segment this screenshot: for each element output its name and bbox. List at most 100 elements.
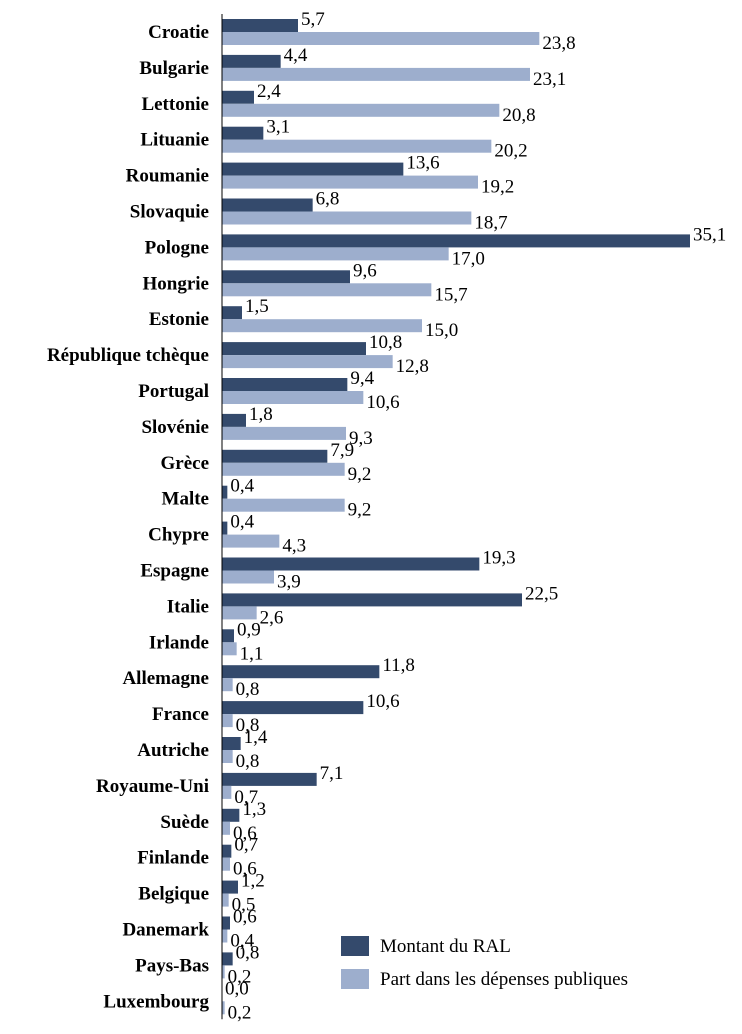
- category-label-croatie: Croatie: [148, 22, 209, 43]
- bar-ral-hongrie: [222, 270, 350, 284]
- value-label-part-lettonie: 20,8: [502, 105, 535, 126]
- bar-part-italie: [222, 606, 257, 620]
- bar-part-grece: [222, 462, 345, 476]
- value-label-ral-autriche: 1,4: [244, 727, 268, 748]
- category-label-espagne: Espagne: [140, 561, 209, 582]
- bar-part-chypre: [222, 534, 280, 548]
- bar-ral-italie: [222, 593, 522, 607]
- bar-ral-republique-tcheque: [222, 342, 366, 356]
- bar-ral-danemark: [222, 916, 230, 930]
- value-label-ral-france: 10,6: [366, 691, 399, 712]
- bar-part-finlande: [222, 857, 230, 871]
- value-label-part-republique-tcheque: 12,8: [396, 356, 429, 377]
- value-label-part-pays-bas: 0,2: [228, 966, 252, 987]
- bar-part-roumanie: [222, 175, 478, 189]
- value-label-ral-estonie: 1,5: [245, 296, 269, 317]
- bar-ral-autriche: [222, 737, 241, 750]
- category-label-malte: Malte: [162, 489, 209, 510]
- value-label-ral-espagne: 19,3: [482, 548, 515, 569]
- value-label-ral-royaume-uni: 7,1: [320, 763, 344, 784]
- value-label-ral-finlande: 0,7: [234, 835, 258, 856]
- category-label-estonie: Estonie: [149, 309, 209, 330]
- category-label-slovaquie: Slovaquie: [130, 202, 209, 223]
- value-label-ral-roumanie: 13,6: [406, 153, 439, 174]
- value-label-part-irlande: 1,1: [240, 643, 264, 664]
- value-label-ral-belgique: 1,2: [241, 871, 265, 892]
- category-label-autriche: Autriche: [137, 740, 209, 761]
- category-label-chypre: Chypre: [148, 525, 209, 546]
- value-label-part-autriche: 0,8: [236, 751, 260, 772]
- bar-ral-royaume-uni: [222, 772, 317, 786]
- value-label-part-roumanie: 19,2: [481, 177, 514, 198]
- legend-label-series-1: Montant du RAL: [380, 936, 511, 957]
- bar-ral-finlande: [222, 844, 232, 858]
- value-label-part-france: 0,8: [236, 715, 260, 736]
- bar-ral-france: [222, 701, 364, 715]
- bar-part-france: [222, 714, 233, 728]
- bar-ral-pays-bas: [222, 952, 233, 966]
- value-label-part-lituanie: 20,2: [494, 141, 527, 162]
- category-label-pologne: Pologne: [145, 237, 209, 258]
- value-label-ral-italie: 22,5: [525, 583, 558, 604]
- value-label-ral-lituanie: 3,1: [266, 117, 290, 138]
- legend: Montant du RAL Part dans les dépenses pu…: [341, 936, 628, 990]
- value-label-ral-suede: 1,3: [242, 799, 266, 820]
- bar-ral-belgique: [222, 880, 238, 894]
- value-label-part-slovenie: 9,3: [349, 428, 373, 449]
- value-label-ral-slovaquie: 6,8: [316, 189, 340, 210]
- value-label-part-italie: 2,6: [260, 607, 284, 628]
- value-label-part-belgique: 0,5: [232, 895, 256, 916]
- category-label-lettonie: Lettonie: [141, 94, 209, 115]
- bar-ral-slovenie: [222, 413, 246, 427]
- legend-label-series-2: Part dans les dépenses publiques: [380, 969, 628, 990]
- value-label-ral-croatie: 5,7: [301, 9, 325, 30]
- value-label-ral-republique-tcheque: 10,8: [369, 332, 402, 353]
- value-label-part-luxembourg: 0,2: [228, 1002, 252, 1023]
- bar-part-royaume-uni: [222, 785, 232, 799]
- bar-part-lettonie: [222, 103, 500, 117]
- bar-part-belgique: [222, 893, 229, 907]
- value-label-ral-luxembourg: 0,0: [225, 978, 249, 999]
- value-label-part-espagne: 3,9: [277, 572, 301, 593]
- category-label-belgique: Belgique: [138, 884, 209, 905]
- value-label-ral-bulgarie: 4,4: [284, 45, 308, 66]
- value-label-ral-chypre: 0,4: [230, 512, 254, 533]
- bar-ral-chypre: [222, 521, 228, 535]
- category-label-republique-tcheque: République tchèque: [47, 345, 209, 366]
- category-label-pays-bas: Pays-Bas: [135, 955, 209, 976]
- category-label-grece: Grèce: [160, 453, 209, 474]
- bar-part-croatie: [222, 32, 540, 45]
- value-label-part-hongrie: 15,7: [434, 284, 467, 305]
- bar-ral-malte: [222, 485, 228, 499]
- category-label-lituanie: Lituanie: [140, 130, 209, 151]
- category-label-luxembourg: Luxembourg: [103, 991, 209, 1012]
- bar-part-estonie: [222, 319, 422, 333]
- category-label-roumanie: Roumanie: [126, 166, 209, 187]
- labels-layer: Croatie 5,7 23,8 Bulgarie 4,4 23,1 Lettonie 2,4…: [47, 9, 726, 1023]
- value-label-part-malte: 9,2: [348, 500, 372, 521]
- bar-part-suede: [222, 821, 230, 835]
- bar-part-autriche: [222, 750, 233, 763]
- value-label-part-royaume-uni: 0,7: [234, 787, 258, 808]
- value-label-ral-lettonie: 2,4: [257, 81, 281, 102]
- category-label-bulgarie: Bulgarie: [139, 58, 209, 79]
- value-label-part-pologne: 17,0: [452, 248, 485, 269]
- bars-layer: [222, 19, 690, 1015]
- bar-ral-bulgarie: [222, 54, 281, 68]
- category-label-allemagne: Allemagne: [122, 668, 209, 689]
- category-label-france: France: [152, 704, 209, 725]
- category-label-danemark: Danemark: [122, 920, 209, 941]
- value-label-part-suede: 0,6: [233, 823, 257, 844]
- category-label-irlande: Irlande: [149, 632, 209, 653]
- value-label-part-grece: 9,2: [348, 464, 372, 485]
- bar-ral-irlande: [222, 629, 234, 643]
- bar-part-portugal: [222, 391, 364, 404]
- value-label-ral-irlande: 0,9: [237, 619, 261, 640]
- bar-part-malte: [222, 498, 345, 512]
- bar-part-luxembourg: [222, 1001, 225, 1015]
- bar-ral-portugal: [222, 378, 348, 391]
- value-label-part-chypre: 4,3: [282, 536, 306, 557]
- value-label-ral-hongrie: 9,6: [353, 260, 377, 281]
- bar-part-espagne: [222, 570, 274, 584]
